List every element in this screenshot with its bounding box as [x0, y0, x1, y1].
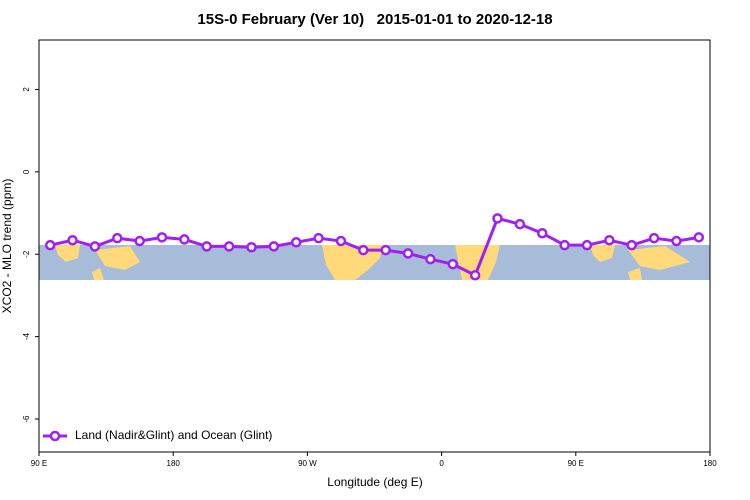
- point: [134, 235, 145, 247]
- land: [590, 245, 690, 280]
- y-tick-label: -4: [22, 333, 31, 341]
- point: [492, 213, 503, 224]
- point: [246, 241, 257, 253]
- point: [156, 232, 168, 243]
- point: [44, 239, 56, 251]
- point: [313, 232, 324, 244]
- x-tick-label: 90 W: [298, 459, 317, 468]
- legend-label: Land (Nadir&Glint) and Ocean (Glint): [75, 428, 272, 442]
- plot-frame: [38, 39, 711, 453]
- point: [358, 244, 369, 256]
- point: [514, 218, 526, 230]
- point: [537, 227, 548, 239]
- x-tick-label: 0: [439, 459, 444, 468]
- chart-title: 15S-0 February (Ver 10) 2015-01-01 to 20…: [197, 11, 552, 28]
- y-tick-label: 2: [22, 87, 31, 92]
- point: [112, 232, 123, 244]
- point: [268, 241, 280, 252]
- x-tick-label: 90 E: [568, 459, 584, 468]
- point: [89, 241, 101, 252]
- point: [67, 234, 78, 246]
- legend-marker: [49, 430, 61, 442]
- point: [425, 253, 436, 265]
- point: [447, 258, 459, 270]
- point: [380, 244, 391, 256]
- point: [626, 239, 637, 251]
- point: [693, 232, 705, 243]
- point: [671, 235, 682, 247]
- x-tick-label: 180: [167, 459, 181, 468]
- point: [335, 235, 347, 247]
- x-tick-label: 90 E: [31, 459, 47, 468]
- y-tick-label: -2: [22, 250, 31, 258]
- land: [55, 245, 140, 280]
- y-tick-label: -6: [22, 415, 31, 423]
- point: [402, 248, 414, 259]
- x-axis-label: Longitude (deg E): [327, 475, 422, 489]
- point: [201, 241, 212, 252]
- point: [290, 237, 302, 248]
- x-tick-label: 180: [703, 459, 717, 468]
- point: [179, 234, 190, 245]
- point: [469, 270, 481, 281]
- y-axis-label: XCO2 - MLO trend (ppm): [0, 179, 14, 314]
- point: [581, 239, 593, 251]
- point: [648, 232, 660, 244]
- point: [604, 234, 615, 246]
- land: [322, 245, 384, 280]
- y-tick-label: 0: [22, 169, 31, 174]
- point: [559, 239, 570, 251]
- point: [223, 241, 235, 252]
